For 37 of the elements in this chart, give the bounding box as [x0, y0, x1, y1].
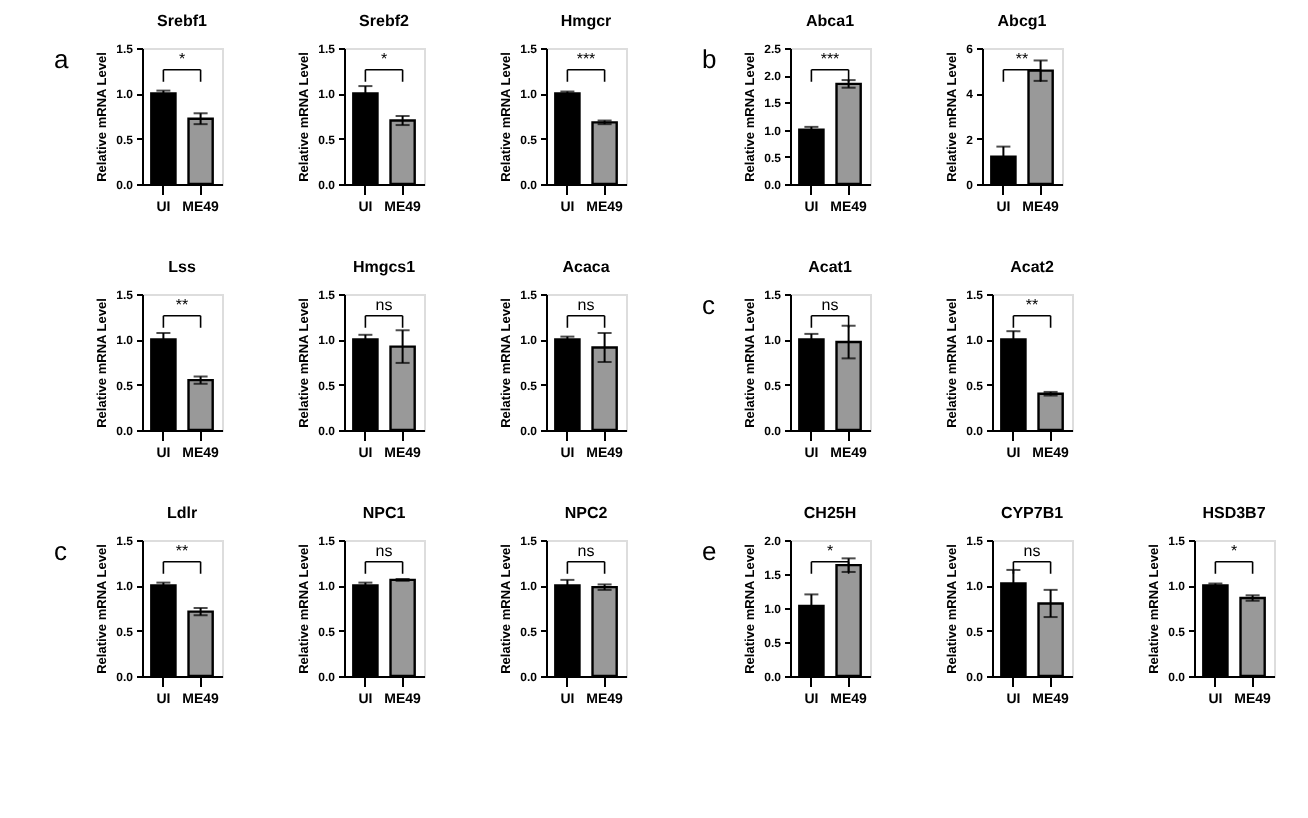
text: c — [702, 290, 716, 320]
annotation: ns — [577, 295, 595, 314]
annotation: ** — [175, 541, 189, 560]
text: a — [54, 44, 70, 74]
chart-title: HSD3B7 — [1202, 504, 1267, 522]
chart-title: Acat2 — [1010, 258, 1055, 276]
annotation: * — [1230, 541, 1238, 560]
annotation: * — [380, 49, 388, 68]
annotation: ns — [821, 295, 839, 314]
annotation: ** — [175, 295, 189, 314]
chart-title: CYP7B1 — [1000, 504, 1065, 522]
text: c — [54, 536, 68, 566]
annotation: ns — [1023, 541, 1041, 560]
chart-title: Srebf1 — [157, 12, 208, 30]
annotation: * — [178, 49, 186, 68]
chart-title: Acat1 — [808, 258, 853, 276]
chart-title: Abcg1 — [997, 12, 1048, 30]
chart-title: Abca1 — [805, 12, 856, 30]
annotation: ** — [1015, 49, 1029, 68]
chart-title: Acaca — [562, 258, 611, 276]
chart-title: Ldlr — [166, 504, 198, 522]
annotation: ** — [1025, 295, 1039, 314]
text: e — [702, 536, 717, 566]
chart-title: Hmgcs1 — [352, 258, 417, 276]
chart-title: Srebf2 — [359, 12, 410, 30]
annotation: *** — [820, 49, 840, 68]
annotation: ns — [375, 295, 393, 314]
text: b — [702, 44, 717, 74]
annotation: ns — [577, 541, 595, 560]
chart-title: NPC2 — [564, 504, 609, 522]
chart-title: NPC1 — [362, 504, 407, 522]
annotation: *** — [576, 49, 596, 68]
chart-title: Hmgcr — [560, 12, 612, 30]
chart-title: CH25H — [803, 504, 857, 522]
chart-title: Lss — [168, 258, 197, 276]
annotation: * — [826, 541, 834, 560]
annotation: ns — [375, 541, 393, 560]
